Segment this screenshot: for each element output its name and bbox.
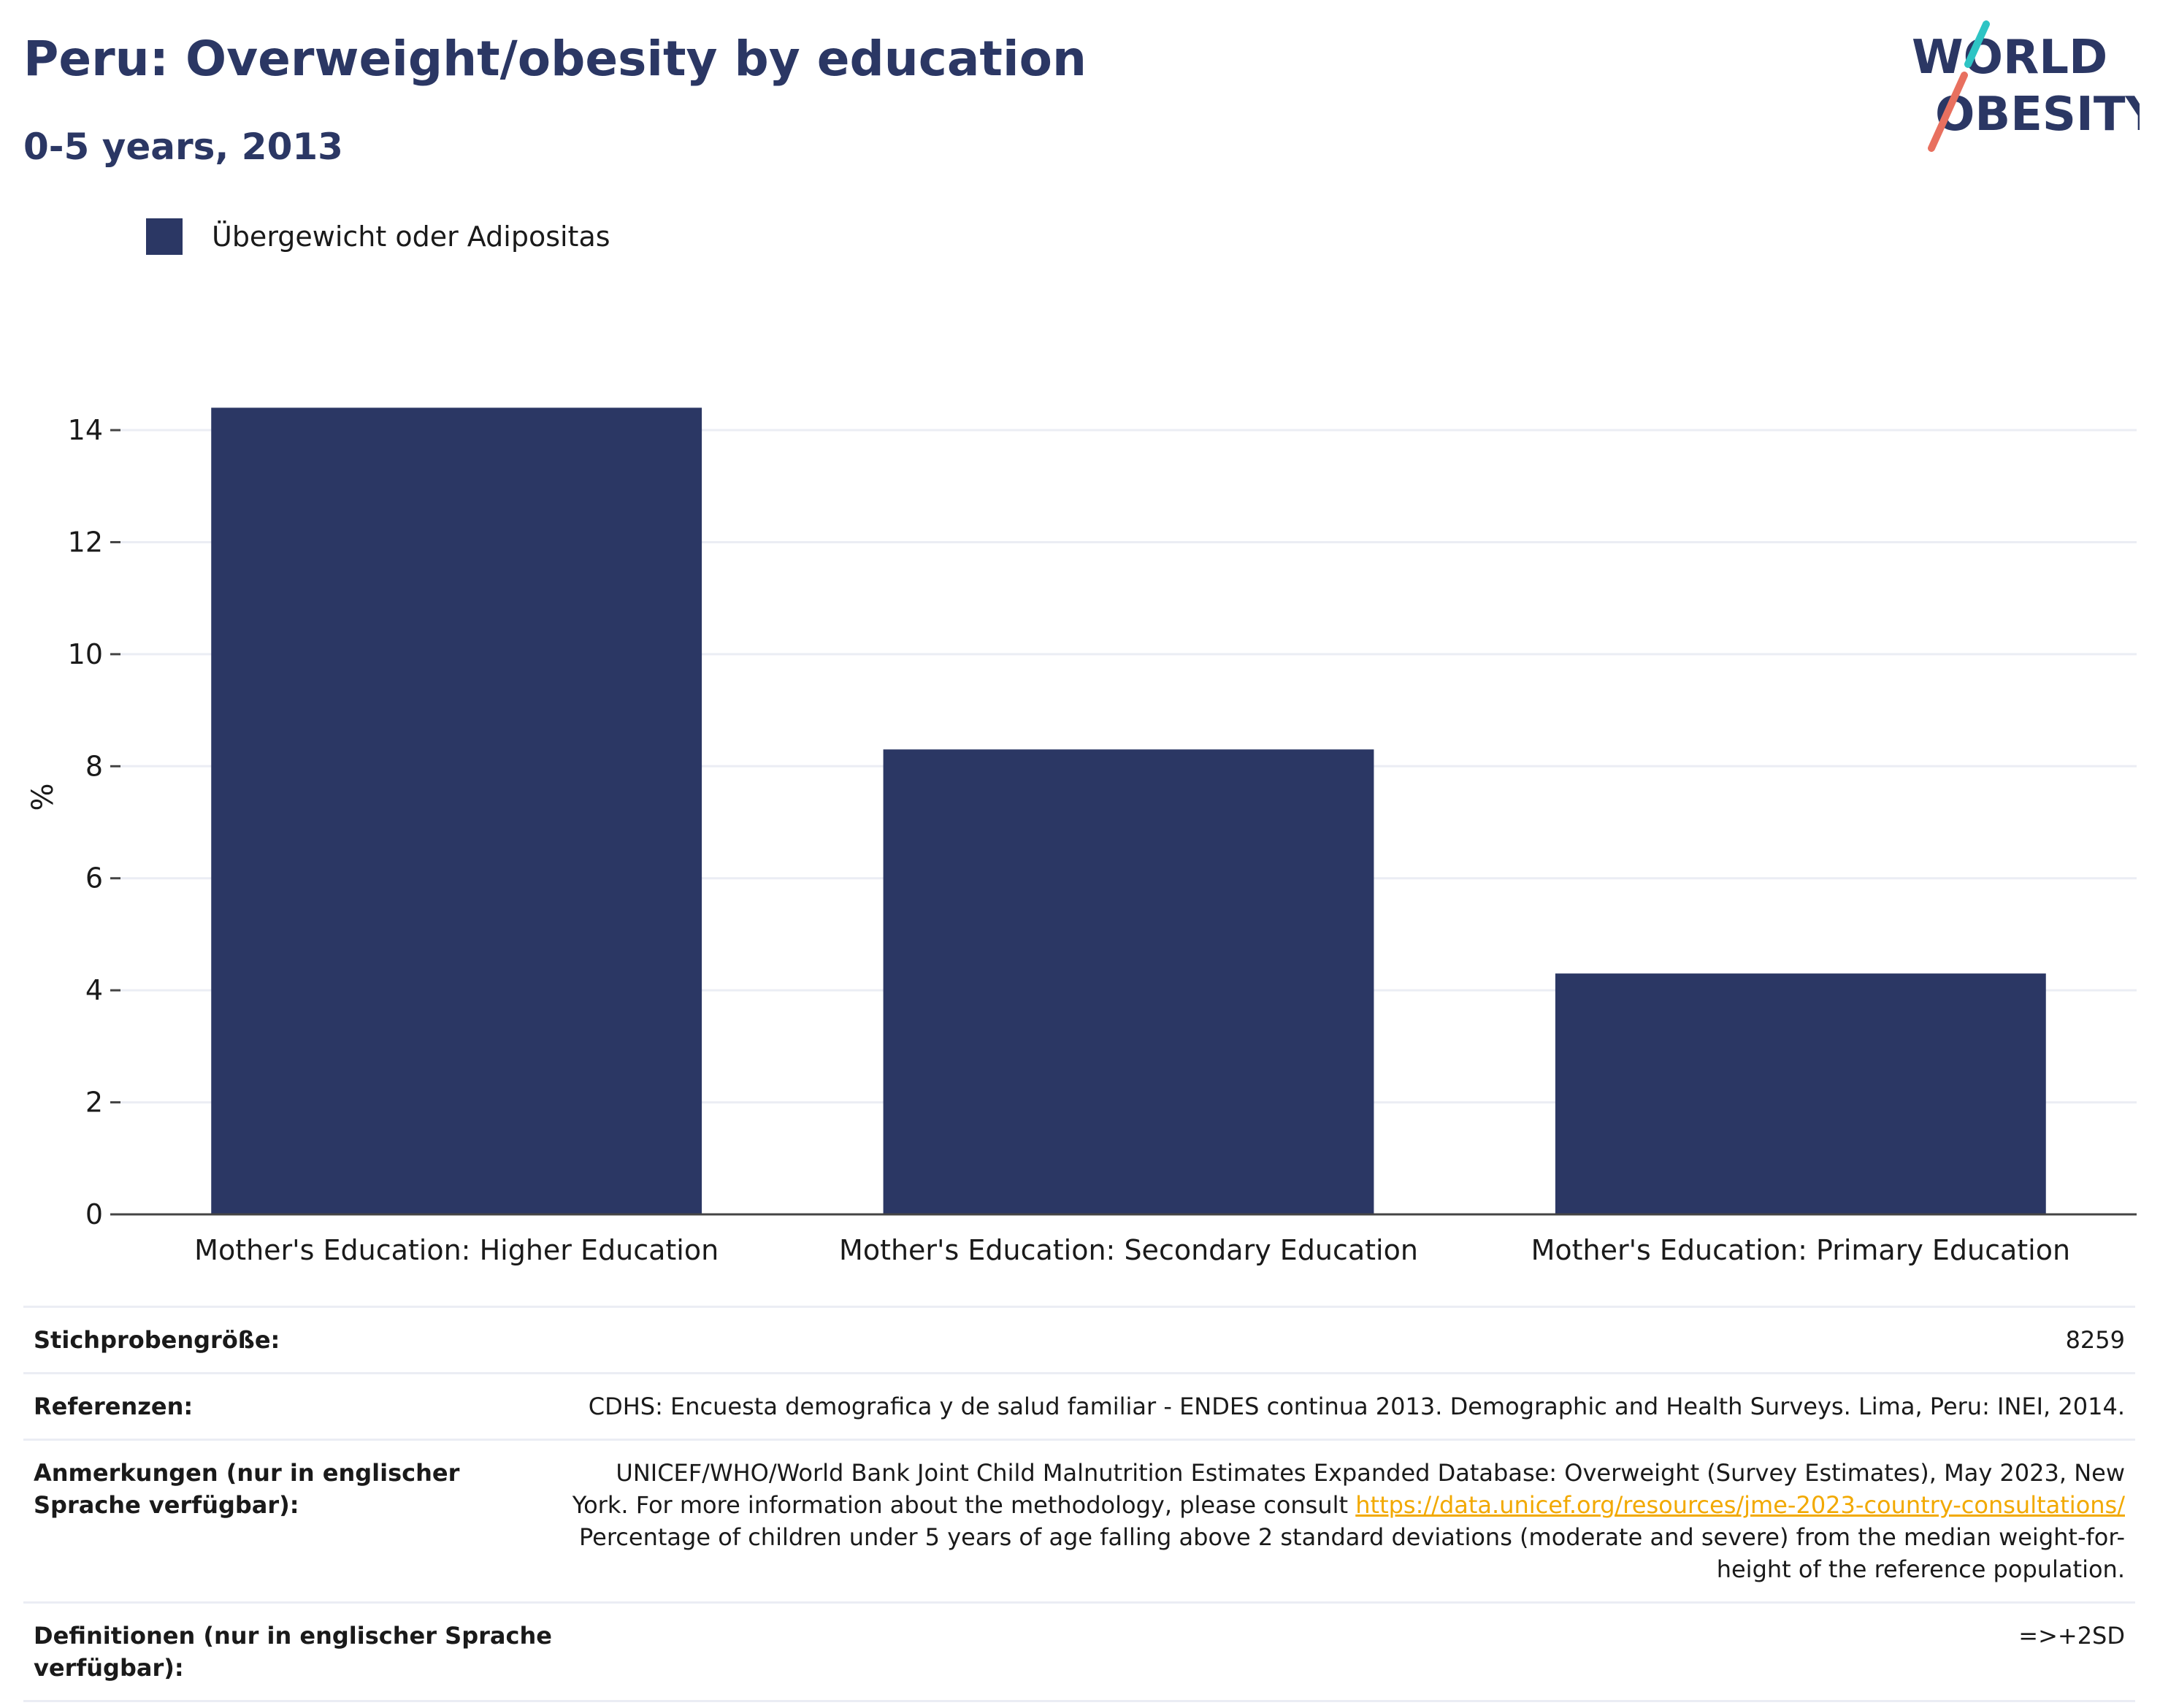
logo-slash-teal [1964,20,1990,68]
logo-slash-coral [1928,72,1968,152]
bar [883,749,1374,1214]
y-tick-label: 14 [68,414,103,446]
x-tick-label: Mother's Education: Primary Education [1531,1234,2071,1266]
legend-label: Übergewicht oder Adipositas [212,221,610,253]
info-row-definitions: Definitionen (nur in englischer Sprache … [23,1601,2135,1702]
bar [211,407,702,1214]
notes-link[interactable]: https://data.unicef.org/resources/jme-20… [1355,1491,2125,1519]
notes-text-after-link: Percentage of children under 5 years of … [579,1523,2125,1583]
bar-chart: 0 2 4 6 8 10 12 14% Mother's Education: Higher E… [26,407,2137,1266]
info-row-references: Referenzen: CDHS: Encuesta demografica y… [23,1372,2135,1439]
notes-value: UNICEF/WHO/World Bank Joint Child Malnut… [559,1457,2125,1585]
y-tick-label: 6 [85,862,103,895]
y-axis-label: % [26,783,60,811]
info-row-notes: Anmerkungen (nur in englischer Sprache v… [23,1439,2135,1601]
references-value: CDHS: Encuesta demografica y de salud fa… [588,1393,2125,1420]
definitions-label: Definitionen (nur in englischer Sprache … [34,1622,552,1682]
logo-line1: WORLD [1912,31,2107,85]
notes-text-before-link: UNICEF/WHO/World Bank Joint Child Malnut… [572,1459,2125,1519]
definitions-value: =>+2SD [2018,1622,2125,1650]
info-row-sample-size: Stichprobengröße: 8259 [23,1306,2135,1372]
bar [1555,973,2046,1214]
y-tick-label: 2 [85,1087,103,1119]
page-subtitle: 0-5 years, 2013 [23,126,343,168]
x-tick-label: Mother's Education: Higher Education [194,1234,719,1266]
y-tick-label: 12 [68,526,103,558]
notes-label: Anmerkungen (nur in englischer Sprache v… [34,1459,460,1519]
page-title: Peru: Overweight/obesity by education [23,31,1087,87]
references-label: Referenzen: [34,1393,194,1420]
logo-line2: OBESITY [1935,88,2140,142]
sample-size-label: Stichprobengröße: [34,1326,280,1354]
x-tick-label: Mother's Education: Secondary Education [839,1234,1418,1266]
info-table: Stichprobengröße: 8259 Referenzen: CDHS:… [23,1306,2135,1702]
world-obesity-logo: WORLD OBESITY [1912,20,2140,152]
legend-swatch [146,218,183,255]
y-tick-label: 4 [85,974,103,1006]
sample-size-value: 8259 [2065,1326,2125,1354]
y-tick-label: 8 [85,750,103,782]
y-tick-label: 10 [68,638,103,670]
legend: Übergewicht oder Adipositas [146,216,610,257]
y-tick-label: 0 [85,1198,103,1230]
